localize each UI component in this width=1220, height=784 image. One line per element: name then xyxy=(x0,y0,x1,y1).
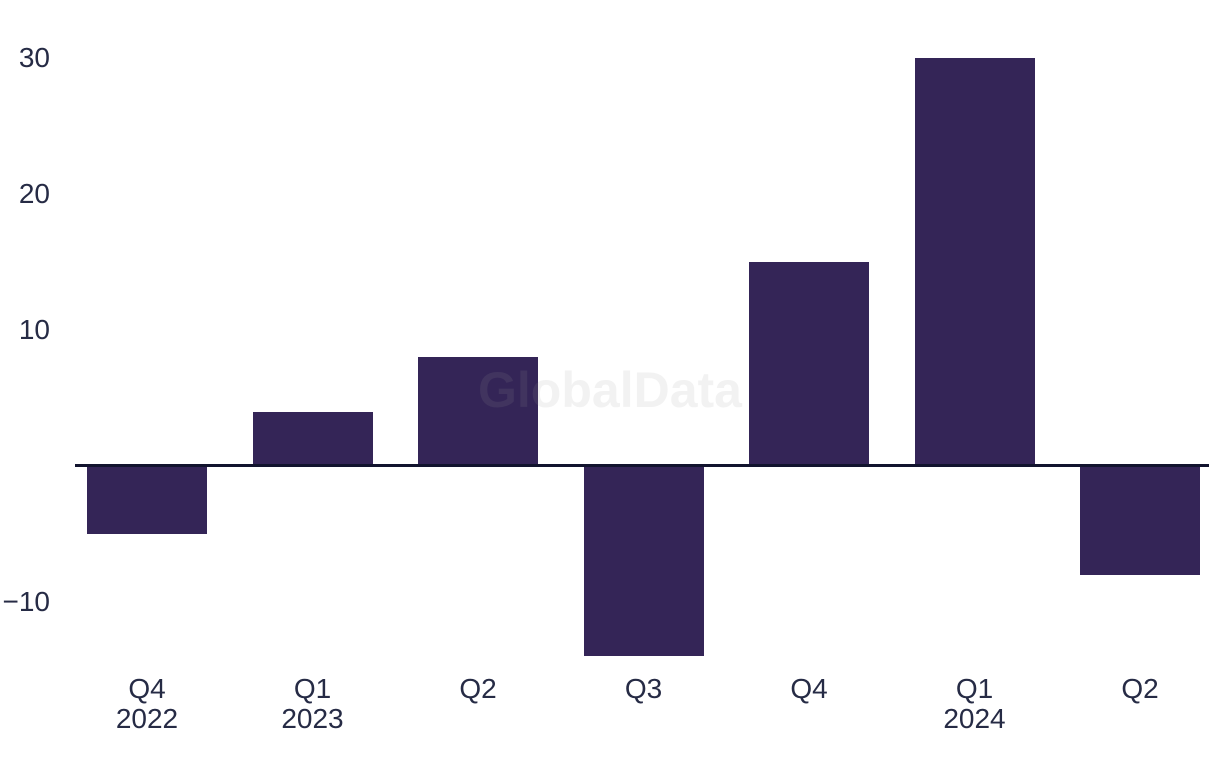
x-tick-label-line: Q2 xyxy=(1121,673,1159,704)
bar-q2-2024 xyxy=(1080,466,1200,575)
x-tick-label-q2-2024: Q2 xyxy=(1060,674,1220,704)
bar-q2-2023 xyxy=(418,357,538,466)
x-tick-label-line: Q1 xyxy=(955,673,994,704)
x-tick-label-line: 2024 xyxy=(943,703,1006,734)
x-tick-label-line: 2022 xyxy=(115,703,179,734)
y-tick-label: 30 xyxy=(18,42,50,73)
x-tick-label-line: Q1 xyxy=(293,673,332,704)
y-tick-label: 20 xyxy=(18,178,50,209)
x-tick-label-line: Q4 xyxy=(790,673,828,704)
bar-q1-2023 xyxy=(252,411,373,466)
x-tick-label-q4-2023: Q4 xyxy=(729,674,889,704)
globaldata-watermark: GlobalData xyxy=(478,362,742,418)
x-tick-label-q2-2023: Q2 xyxy=(398,674,558,704)
x-tick-label-q1-2023: Q1 2023 xyxy=(233,674,393,734)
y-tick-label: −10 xyxy=(2,586,51,617)
bar-q4-2023 xyxy=(749,262,869,466)
bar-q1-2024 xyxy=(914,58,1035,466)
x-tick-label-line: 2023 xyxy=(281,703,344,734)
x-tick-label-q3-2023: Q3 xyxy=(564,674,724,704)
x-tick-label-q4-2022: Q4 2022 xyxy=(67,674,227,734)
x-tick-label-line: Q2 xyxy=(459,673,497,704)
x-tick-label-line: Q3 xyxy=(624,673,663,704)
bar-q4-2022 xyxy=(87,466,207,534)
x-axis-zero-line xyxy=(75,464,1209,467)
x-tick-label-q1-2024: Q1 2024 xyxy=(895,674,1055,734)
x-tick-label-line: Q4 xyxy=(128,673,166,704)
bar-q3-2023 xyxy=(583,466,704,657)
y-tick-label: 10 xyxy=(18,314,50,345)
